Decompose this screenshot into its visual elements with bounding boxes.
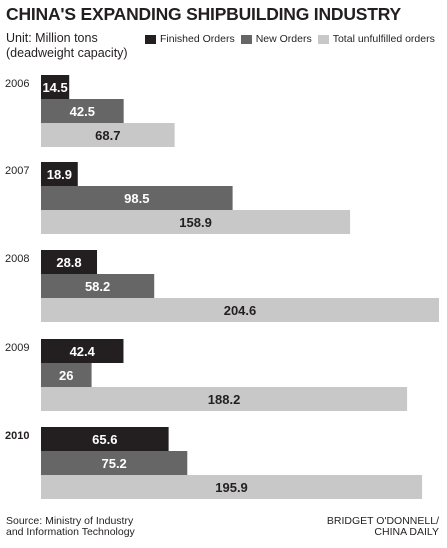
bar-label-2006-series-1: 42.5 <box>70 104 95 119</box>
bar-2010-series-0 <box>41 427 169 451</box>
legend-swatch-finished <box>145 34 156 44</box>
bar-label-2006-series-2: 68.7 <box>95 128 120 143</box>
bar-label-2007-series-1: 98.5 <box>124 191 149 206</box>
bar-label-2008-series-1: 58.2 <box>85 279 110 294</box>
legend-item-finished: Finished Orders <box>145 33 235 45</box>
bar-2008-series-2 <box>41 298 439 322</box>
bar-2006-series-2 <box>41 123 175 147</box>
credit-line-1: BRIDGET O'DONNELL/ <box>326 515 439 527</box>
credit-line-2: CHINA DAILY <box>374 526 439 538</box>
year-label-2007: 2007 <box>5 165 29 177</box>
year-label-2008: 2008 <box>5 253 29 265</box>
year-label-2010: 2010 <box>5 430 29 442</box>
bar-label-2006-series-0: 14.5 <box>42 80 67 95</box>
bar-2006-series-1 <box>41 99 124 123</box>
bar-label-2009-series-0: 42.4 <box>70 344 96 359</box>
bar-2009-series-1 <box>41 363 92 387</box>
bar-label-2010-series-1: 75.2 <box>101 456 126 471</box>
legend-label-new: New Orders <box>255 33 312 45</box>
bar-2008-series-0 <box>41 250 98 274</box>
chart-title: CHINA'S EXPANDING SHIPBUILDING INDUSTRY <box>6 4 401 24</box>
bar-2009-series-0 <box>41 339 124 363</box>
credit-note: BRIDGET O'DONNELL/ CHINA DAILY <box>289 516 439 538</box>
bar-2010-series-1 <box>41 451 188 475</box>
year-label-2006: 2006 <box>5 78 29 90</box>
bar-2007-series-0 <box>41 162 78 186</box>
legend-item-total: Total unfulfilled orders <box>317 33 435 45</box>
bar-label-2009-series-2: 188.2 <box>208 392 241 407</box>
bar-label-2009-series-1: 26 <box>59 368 73 383</box>
legend: Finished Orders New Orders Total unfulfi… <box>145 33 435 45</box>
unit-line-1: Unit: Million tons <box>6 31 98 45</box>
legend-label-total: Total unfulfilled orders <box>332 33 435 45</box>
bar-2009-series-2 <box>41 387 408 411</box>
unit-line-2: (deadweight capacity) <box>6 46 128 60</box>
bar-2007-series-2 <box>41 210 351 234</box>
legend-swatch-total <box>317 34 329 44</box>
bar-label-2008-series-2: 204.6 <box>224 303 257 318</box>
legend-item-new: New Orders <box>240 33 312 45</box>
legend-label-finished: Finished Orders <box>160 33 235 45</box>
bar-2008-series-1 <box>41 274 155 298</box>
bar-2006-series-0 <box>41 75 70 99</box>
bar-label-2010-series-2: 195.9 <box>215 480 248 495</box>
source-line-2: and Information Technology <box>6 526 135 538</box>
bar-label-2007-series-2: 158.9 <box>179 215 212 230</box>
source-line-1: Source: Ministry of Industry <box>6 515 134 527</box>
bar-2007-series-1 <box>41 186 233 210</box>
bar-2010-series-2 <box>41 475 423 499</box>
bar-label-2007-series-0: 18.9 <box>47 167 72 182</box>
unit-label: Unit: Million tons (deadweight capacity) <box>6 31 156 61</box>
year-label-2009: 2009 <box>5 342 29 354</box>
source-note: Source: Ministry of Industry and Informa… <box>6 516 206 538</box>
bar-label-2008-series-0: 28.8 <box>56 255 81 270</box>
legend-swatch-new <box>240 34 252 44</box>
bar-label-2010-series-0: 65.6 <box>92 432 117 447</box>
